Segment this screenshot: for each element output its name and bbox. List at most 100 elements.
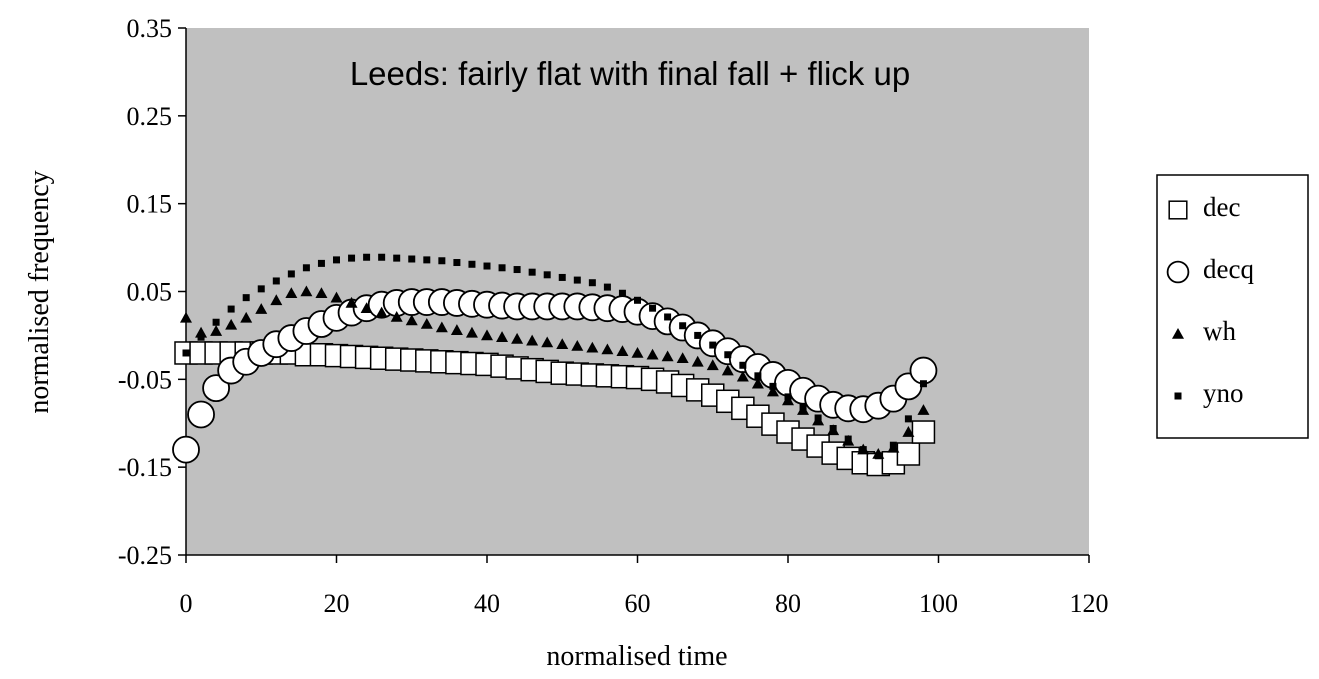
marker-triangle <box>285 287 298 299</box>
marker-small-square <box>1174 392 1182 400</box>
y-tick-label: 0.15 <box>127 190 173 219</box>
marker-square <box>911 420 936 444</box>
marker-triangle <box>571 339 584 351</box>
marker-triangle <box>736 370 749 382</box>
marker-small-square <box>844 435 852 443</box>
marker-triangle <box>646 348 659 360</box>
marker-triangle <box>240 311 253 323</box>
y-tick-label: 0.05 <box>127 278 173 307</box>
marker-small-square <box>769 382 777 390</box>
marker-circle <box>202 374 231 403</box>
marker-triangle <box>360 302 373 313</box>
marker-triangle <box>721 364 734 376</box>
marker-small-square <box>664 313 672 321</box>
x-tick-label: 120 <box>1070 589 1109 618</box>
marker-small-square <box>919 380 927 388</box>
marker-small-square <box>874 452 882 460</box>
marker-small-square <box>393 254 401 262</box>
marker-triangle <box>210 325 223 336</box>
marker-triangle <box>511 332 524 344</box>
marker-small-square <box>649 304 657 312</box>
marker-small-square <box>694 331 702 339</box>
marker-small-square <box>182 349 190 357</box>
marker-small-square <box>423 256 431 264</box>
marker-small-square <box>829 425 837 433</box>
marker-small-square <box>814 414 822 422</box>
annotation: Leeds: fairly flat with final fall + fli… <box>350 55 910 92</box>
y-tick-label: -0.05 <box>118 365 172 394</box>
marker-triangle <box>345 296 358 308</box>
marker-small-square <box>438 257 446 265</box>
marker-triangle <box>481 329 493 341</box>
marker-triangle <box>706 359 719 371</box>
marker-small-square <box>904 415 912 423</box>
marker-circle <box>172 435 200 464</box>
marker-small-square <box>348 254 356 262</box>
marker-small-square <box>333 256 340 264</box>
marker-small-square <box>634 296 641 304</box>
marker-triangle <box>390 310 403 322</box>
marker-triangle <box>766 385 779 397</box>
y-tick-label: 0.25 <box>127 102 173 131</box>
marker-triangle <box>601 343 614 355</box>
marker-triangle <box>631 346 644 358</box>
marker-small-square <box>498 264 506 272</box>
marker-small-square <box>739 361 747 369</box>
marker-small-square <box>709 341 717 349</box>
marker-small-square <box>363 253 371 261</box>
marker-triangle <box>375 306 388 318</box>
legend-label: wh <box>1203 316 1236 346</box>
x-tick-label: 0 <box>180 589 193 618</box>
marker-circle <box>1166 260 1190 284</box>
marker-small-square <box>679 322 687 330</box>
marker-small-square <box>197 333 205 341</box>
x-tick-label: 100 <box>919 589 958 618</box>
marker-small-square <box>799 403 807 411</box>
marker-triangle <box>465 326 478 338</box>
y-tick-label: -0.25 <box>118 541 172 570</box>
marker-small-square <box>724 351 732 359</box>
marker-square <box>896 442 921 466</box>
y-tick-label: -0.15 <box>118 453 172 482</box>
marker-small-square <box>212 318 220 326</box>
marker-triangle <box>616 345 629 357</box>
marker-small-square <box>859 446 867 454</box>
marker-triangle <box>180 311 192 323</box>
marker-triangle <box>255 303 268 314</box>
marker-small-square <box>543 271 551 279</box>
marker-small-square <box>287 270 295 278</box>
marker-triangle <box>405 314 418 326</box>
x-tick-label: 60 <box>625 589 651 618</box>
marker-small-square <box>242 294 250 302</box>
marker-square <box>1168 200 1188 220</box>
marker-small-square <box>468 260 476 268</box>
marker-small-square <box>513 266 521 274</box>
marker-triangle <box>270 294 283 306</box>
marker-triangle <box>917 404 930 415</box>
marker-circle <box>187 400 215 429</box>
marker-small-square <box>378 253 386 261</box>
legend-label: decq <box>1203 254 1254 284</box>
marker-small-square <box>257 285 265 293</box>
x-axis-title: normalised time <box>546 641 727 672</box>
marker-small-square <box>889 441 897 449</box>
legend-label: dec <box>1203 192 1240 222</box>
marker-small-square <box>483 262 491 270</box>
marker-triangle <box>330 291 343 303</box>
marker-small-square <box>784 393 792 401</box>
marker-small-square <box>272 277 280 285</box>
marker-triangle <box>315 287 328 299</box>
marker-triangle <box>450 324 463 335</box>
legend-label: yno <box>1203 378 1244 408</box>
y-tick-label: 0.35 <box>127 14 173 43</box>
marker-small-square <box>588 279 596 287</box>
marker-triangle <box>435 321 448 333</box>
marker-triangle <box>586 341 599 353</box>
marker-triangle <box>751 377 764 389</box>
marker-triangle <box>225 318 238 330</box>
marker-triangle <box>496 331 509 342</box>
marker-triangle <box>676 352 689 364</box>
marker-small-square <box>302 264 310 272</box>
y-axis-title: normalised frequency <box>24 170 55 413</box>
